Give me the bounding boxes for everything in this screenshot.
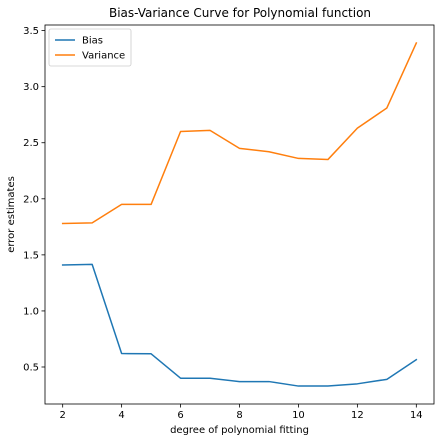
x-tick-label: 14 [410, 410, 423, 421]
y-tick-label: 2.5 [23, 138, 39, 149]
x-tick-label: 12 [351, 410, 364, 421]
legend: Bias Variance [48, 28, 132, 67]
series-layer [61, 41, 418, 387]
chart-title: Bias-Variance Curve for Polynomial funct… [109, 6, 371, 20]
y-tick-label: 0.5 [23, 362, 39, 373]
legend-label-bias: Bias [82, 36, 103, 47]
x-tick-label: 2 [59, 410, 65, 421]
x-tick-label: 10 [292, 410, 305, 421]
y-tick-label: 1.5 [23, 250, 39, 261]
legend-label-variance: Variance [82, 51, 125, 62]
y-tick-label: 3.5 [23, 26, 39, 37]
x-tick-label: 6 [177, 410, 183, 421]
plot-area-frame [44, 24, 435, 405]
y-tick-label: 2.0 [23, 194, 39, 205]
series-line-bias [61, 263, 418, 387]
legend-box [48, 28, 132, 67]
x-tick-label: 8 [236, 410, 242, 421]
x-axis-label: degree of polynomial fitting [170, 425, 309, 436]
y-tick-label: 1.0 [23, 306, 39, 317]
x-axis-ticks: 2 4 6 8 10 12 14 [59, 404, 423, 421]
y-axis-label: error estimates [6, 176, 17, 253]
series-line-variance [61, 41, 418, 225]
y-tick-label: 3.0 [23, 82, 39, 93]
x-tick-label: 4 [118, 410, 124, 421]
y-axis-ticks: 0.5 1.0 1.5 2.0 2.5 3.0 3.5 [23, 26, 45, 373]
